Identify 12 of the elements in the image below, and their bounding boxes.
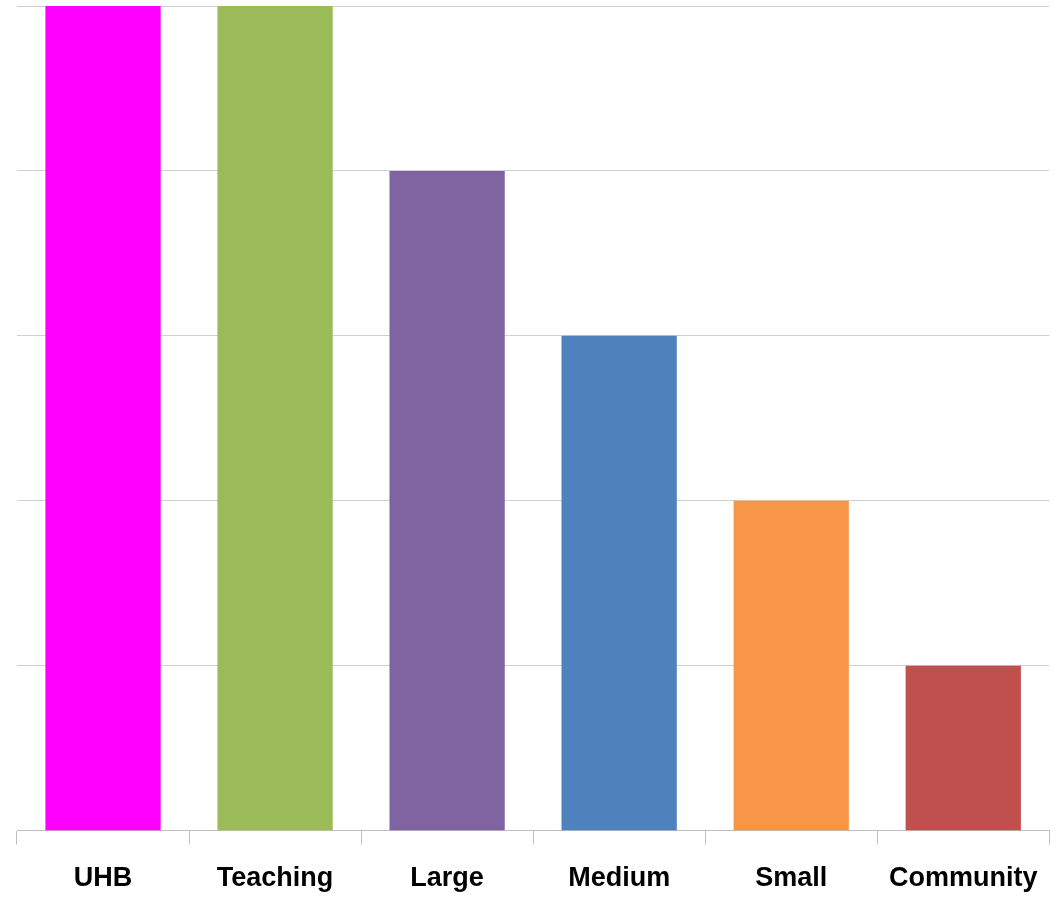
x-tick-label: Community	[889, 862, 1038, 893]
bar	[217, 6, 333, 831]
bar	[389, 170, 505, 831]
x-tick-label: UHB	[73, 862, 133, 893]
x-tick-label: Large	[410, 862, 484, 893]
x-tick-label: Teaching	[216, 862, 334, 893]
bar	[45, 6, 161, 831]
bar	[905, 665, 1021, 831]
x-tick-label: Medium	[568, 862, 671, 893]
bar	[733, 500, 849, 831]
bar	[561, 335, 677, 831]
x-tick-label: Small	[755, 862, 828, 893]
